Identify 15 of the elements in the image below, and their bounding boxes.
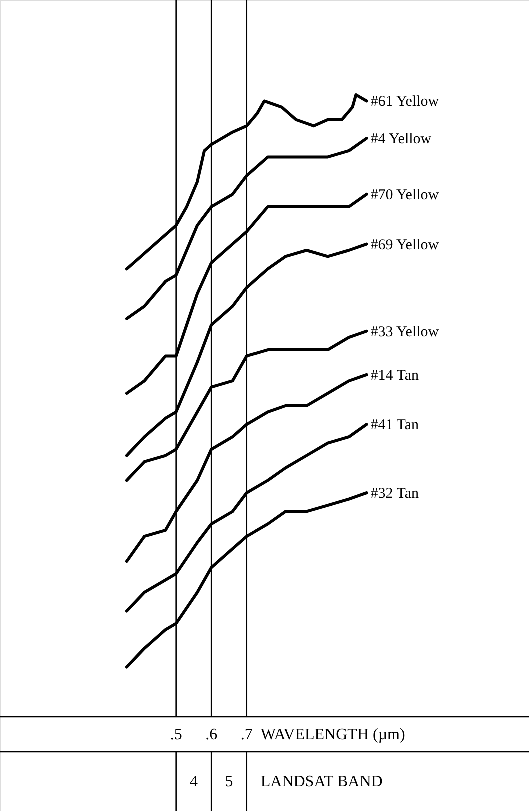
x-axis-title: WAVELENGTH (µm) [260, 726, 406, 744]
x-tick-label: .5 [170, 726, 182, 744]
series-label: #32 Tan [370, 486, 420, 502]
series-label: #41 Tan [370, 418, 420, 434]
series-label: #70 Yellow [370, 188, 440, 204]
x-tick-label: .7 [240, 726, 253, 744]
series-label: #4 Yellow [370, 132, 432, 148]
series-label: #14 Tan [370, 368, 420, 384]
series-label: #69 Yellow [370, 237, 440, 254]
text: 4 [190, 774, 198, 790]
text: LANDSAT BAND [260, 774, 383, 790]
series-label: #33 Yellow [370, 324, 440, 340]
series-label: #61 Yellow [370, 94, 440, 110]
text: 5 [225, 774, 234, 790]
x-tick-label: .6 [206, 726, 218, 744]
